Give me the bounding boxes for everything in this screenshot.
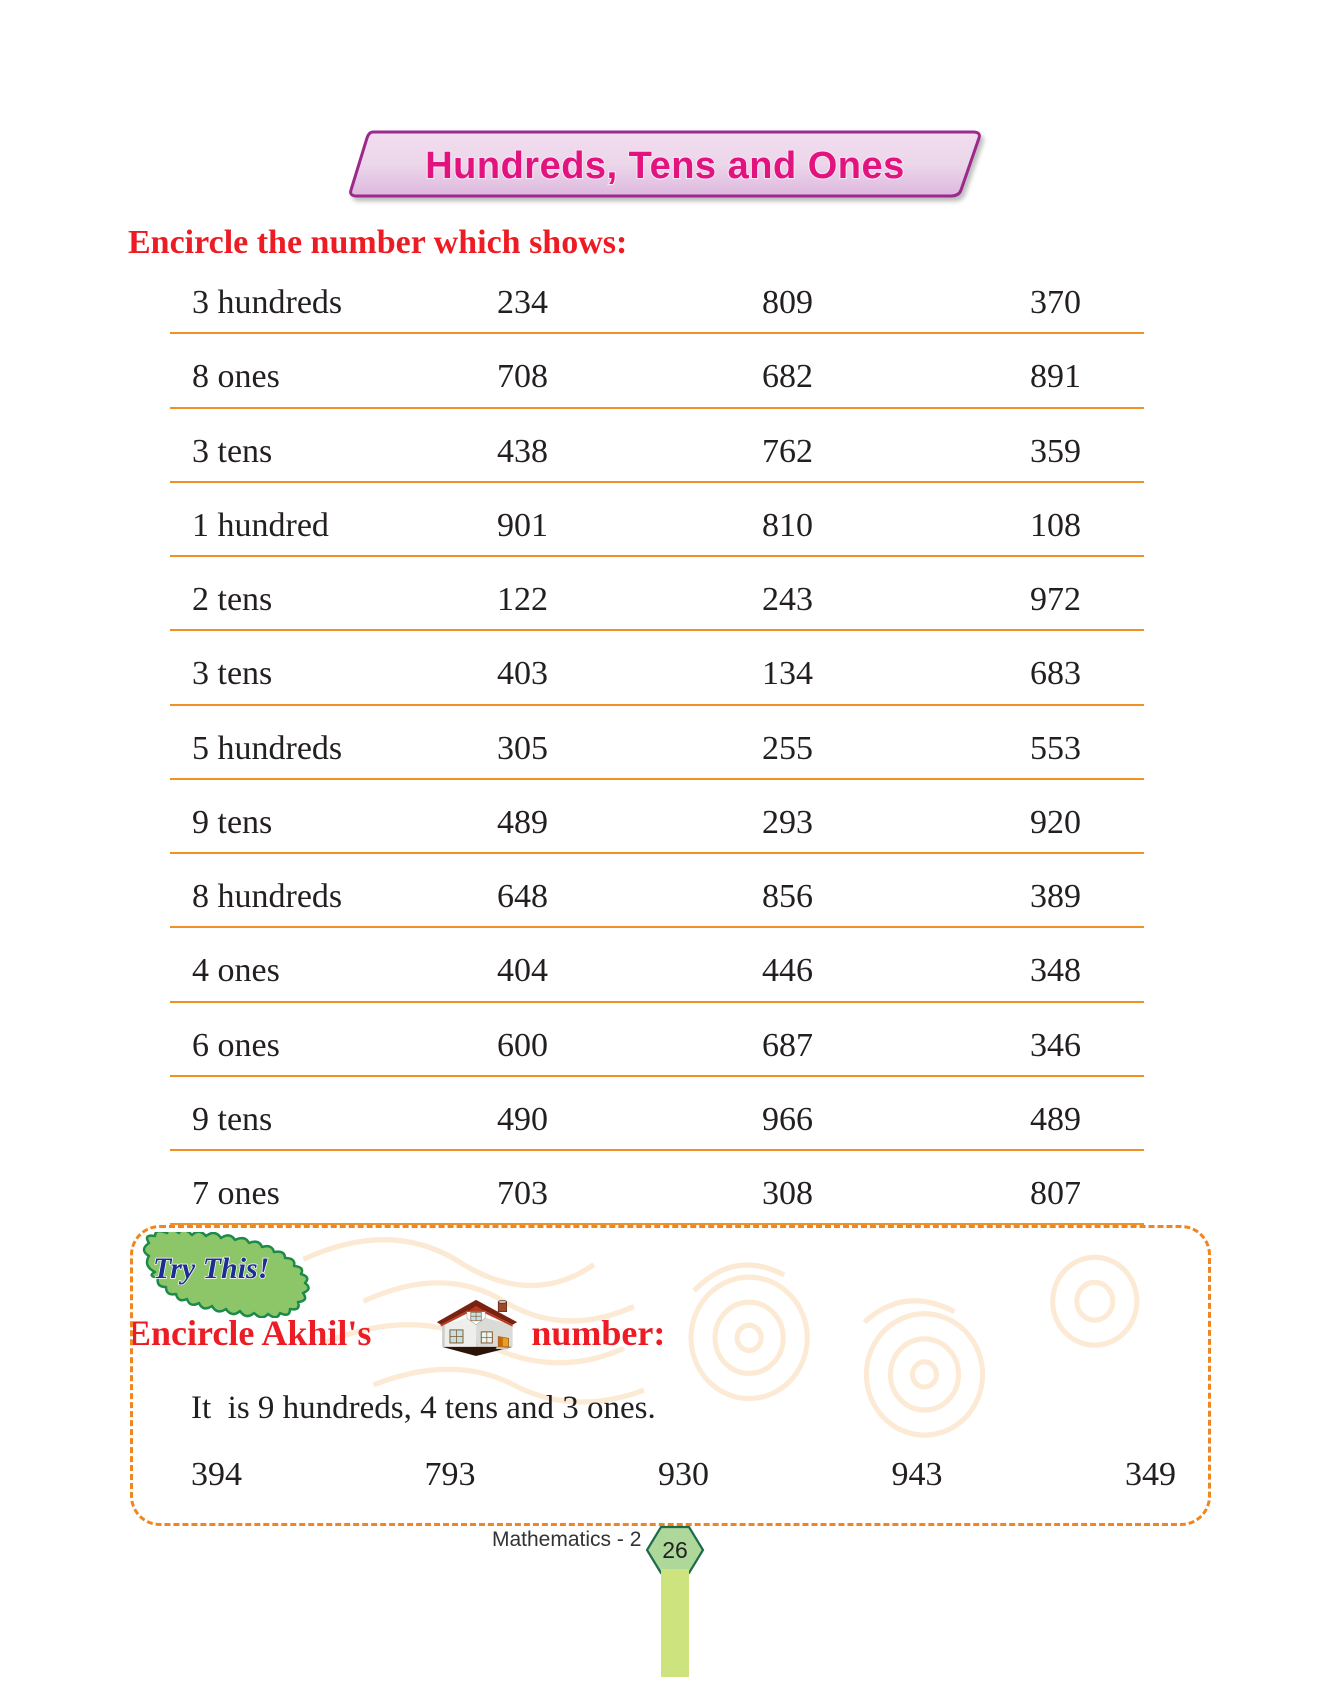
svg-text:26: 26 bbox=[662, 1537, 688, 1563]
